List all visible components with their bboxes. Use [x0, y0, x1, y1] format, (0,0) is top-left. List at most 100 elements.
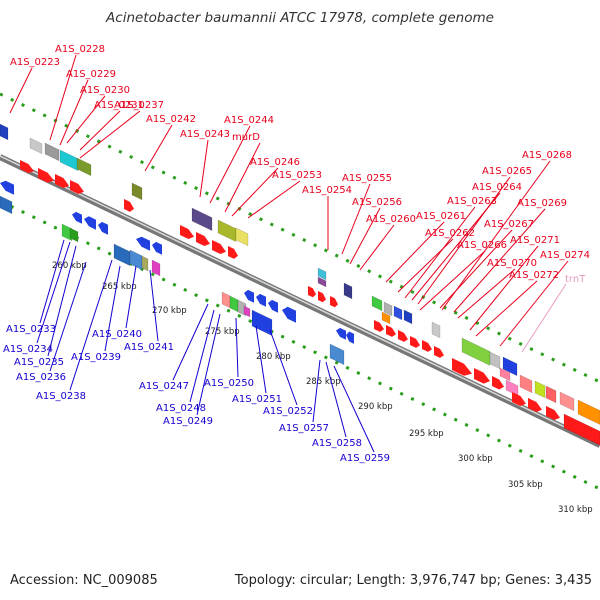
- gene-label-a1s-0240-leader: [125, 265, 137, 329]
- gene-label-a1s-0223: A1S_0223: [10, 57, 60, 68]
- gene-label-a1s-0265: A1S_0265: [482, 166, 532, 177]
- reverse-feature-19: [256, 293, 266, 307]
- gene-label-trnt-leader: [521, 283, 567, 353]
- reverse-feature-13: [152, 241, 162, 255]
- gene-label-trnt: trnT: [565, 274, 586, 285]
- forward-feature-28: [381, 311, 391, 325]
- reverse-feature-21: [251, 309, 273, 336]
- tick-label: 305 kbp: [508, 480, 543, 490]
- forward-feature-32: [410, 336, 420, 348]
- forward-feature-33: [422, 340, 432, 352]
- gene-label-a1s-0223-leader: [9, 67, 33, 114]
- reverse-feature-9: [129, 249, 143, 271]
- reverse-feature-2: [0, 195, 13, 215]
- gene-label-a1s-0252: A1S_0252: [263, 406, 313, 417]
- gene-label-a1s-0234-leader: [36, 241, 71, 344]
- gene-label-a1s-0263: A1S_0263: [447, 196, 497, 207]
- gene-label-a1s-0235-leader: [47, 245, 77, 357]
- forward-feature-17: [228, 246, 238, 259]
- gene-label-a1s-0239-leader: [104, 265, 121, 352]
- tick-label: 295 kbp: [409, 429, 444, 439]
- forward-feature-8: [70, 180, 84, 195]
- gene-label-a1s-0237-leader: [79, 110, 141, 159]
- forward-feature-7: [55, 174, 69, 189]
- gene-label-a1s-0269-leader: [453, 208, 546, 313]
- forward-feature-27: [403, 309, 413, 325]
- gene-label-a1s-0258-leader: [325, 361, 347, 438]
- forward-feature-45: [545, 385, 557, 404]
- forward-feature-24: [371, 295, 383, 312]
- forward-feature-6: [38, 168, 54, 183]
- gene-label-a1s-0271-leader: [469, 245, 539, 331]
- gene-label-a1s-0274-leader: [499, 260, 569, 347]
- gene-label-a1s-0261: A1S_0261: [416, 211, 466, 222]
- gene-label-murd-leader: [224, 142, 261, 213]
- forward-feature-50: [528, 398, 542, 413]
- gene-label-a1s-0272: A1S_0272: [509, 270, 559, 281]
- forward-feature-38: [502, 356, 518, 377]
- forward-feature-41: [474, 368, 490, 384]
- forward-feature-46: [559, 391, 575, 412]
- gene-label-a1s-0234: A1S_0234: [3, 344, 53, 355]
- gene-label-a1s-0240: A1S_0240: [92, 329, 142, 340]
- reverse-feature-5: [98, 221, 108, 235]
- reverse-feature-1: [0, 180, 14, 195]
- gene-label-a1s-0257-leader: [312, 359, 321, 423]
- gene-label-a1s-0263-leader: [404, 206, 476, 299]
- gene-label-a1s-0255: A1S_0255: [342, 173, 392, 184]
- gene-label-a1s-0257: A1S_0257: [279, 423, 329, 434]
- gene-label-a1s-0270-leader: [457, 268, 516, 319]
- gene-label-a1s-0260-leader: [359, 224, 395, 271]
- gene-label-a1s-0242: A1S_0242: [146, 114, 196, 125]
- gene-label-a1s-0230-leader: [66, 95, 106, 144]
- gene-label-a1s-0256: A1S_0256: [352, 197, 402, 208]
- gene-label-a1s-0242-leader: [144, 124, 173, 172]
- forward-feature-1: [29, 137, 43, 155]
- forward-feature-43: [519, 374, 533, 394]
- gene-label-a1s-0266-leader: [419, 250, 486, 311]
- tick-label: 275 kbp: [205, 327, 240, 337]
- gene-label-a1s-0244-leader: [209, 125, 251, 204]
- forward-feature-23: [330, 296, 338, 308]
- gene-label-a1s-0243: A1S_0243: [180, 129, 230, 140]
- forward-feature-13: [235, 227, 249, 247]
- gene-label-a1s-0241: A1S_0241: [124, 342, 174, 353]
- accession-text: Accession: NC_009085: [10, 573, 158, 588]
- gene-label-murd: murD: [232, 132, 260, 143]
- gene-label-a1s-0253-leader: [247, 180, 301, 219]
- gene-label-a1s-0270: A1S_0270: [487, 258, 537, 269]
- gene-label-a1s-0229: A1S_0229: [66, 69, 116, 80]
- reverse-feature-22: [282, 306, 296, 323]
- reverse-feature-6: [61, 223, 73, 242]
- forward-feature-18: [317, 267, 327, 281]
- reverse-feature-17: [243, 305, 251, 318]
- forward-feature-36: [461, 337, 491, 366]
- gene-label-a1s-0228: A1S_0228: [55, 44, 105, 55]
- reverse-feature-3: [72, 211, 82, 224]
- reverse-feature-12: [136, 236, 150, 251]
- reverse-feature-4: [84, 216, 96, 230]
- gene-label-a1s-0265-leader: [417, 176, 511, 305]
- gene-label-a1s-0231-leader: [79, 110, 121, 151]
- forward-feature-31: [398, 330, 408, 342]
- gene-label-a1s-0244: A1S_0244: [224, 115, 274, 126]
- forward-feature-29: [374, 320, 384, 332]
- gene-label-a1s-0233-leader: [39, 239, 65, 324]
- gene-label-a1s-0262: A1S_0262: [425, 228, 475, 239]
- gene-label-a1s-0249-leader: [196, 313, 221, 416]
- gene-label-a1s-0267-leader: [439, 229, 513, 309]
- gene-label-a1s-0251: A1S_0251: [232, 394, 282, 405]
- tick-label: 290 kbp: [358, 402, 393, 412]
- gene-label-a1s-0248: A1S_0248: [156, 403, 206, 414]
- gene-label-a1s-0261-leader: [385, 221, 445, 283]
- gene-label-a1s-0250: A1S_0250: [204, 378, 254, 389]
- gene-label-a1s-0256-leader: [349, 207, 381, 265]
- gene-label-a1s-0264: A1S_0264: [472, 182, 522, 193]
- reverse-feature-7: [69, 227, 79, 243]
- inner-dotted-line: [0, 199, 600, 491]
- gene-label-a1s-0268-leader: [441, 160, 551, 311]
- forward-feature-26: [393, 305, 403, 321]
- gene-label-a1s-0236: A1S_0236: [16, 372, 66, 383]
- forward-feature-2: [44, 142, 60, 162]
